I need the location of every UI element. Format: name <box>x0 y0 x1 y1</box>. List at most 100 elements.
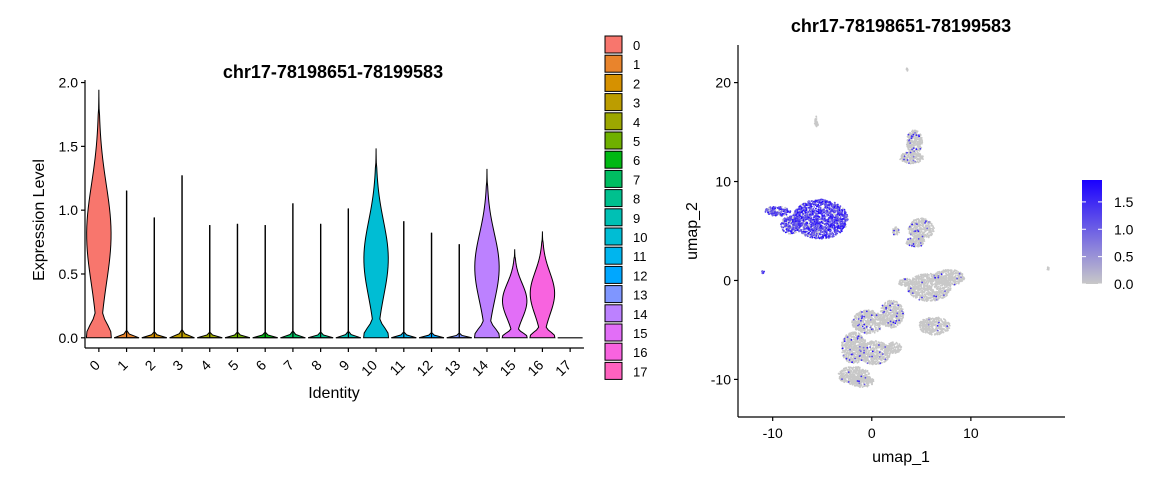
legend-label-14: 14 <box>633 307 647 322</box>
umap-cell-point <box>854 317 857 319</box>
umap-cell-point <box>913 129 916 132</box>
violin-x-tick-label: 4 <box>197 357 214 374</box>
umap-cell-point <box>908 232 911 235</box>
umap-cell-point <box>866 324 869 327</box>
umap-cell-point <box>889 301 892 304</box>
umap-cell-point <box>896 324 899 326</box>
umap-cell-point <box>937 282 939 285</box>
umap-cell-point <box>890 322 893 324</box>
umap-cell-point <box>932 230 935 233</box>
umap-cell-point <box>924 285 926 288</box>
umap-cell-point <box>931 280 933 283</box>
umap-cell-point <box>815 124 818 126</box>
umap-cell-point <box>928 231 930 234</box>
umap-cell-point <box>928 225 931 228</box>
umap-cell-point <box>930 234 933 237</box>
umap-cell-point <box>931 277 934 280</box>
umap-cell-point <box>917 136 920 139</box>
legend-label-9: 9 <box>633 211 640 226</box>
umap-cell-point <box>908 136 911 139</box>
violin-shapes <box>85 89 583 339</box>
umap-cell-point <box>915 137 918 139</box>
umap-cell-point <box>922 327 924 329</box>
umap-cell-point <box>939 282 941 285</box>
umap-cell-point <box>921 291 924 294</box>
legend-label-5: 5 <box>633 134 640 149</box>
umap-cell-point <box>841 351 844 354</box>
umap-cell-point <box>861 340 863 343</box>
umap-cell-point <box>924 234 927 236</box>
umap-cell-point <box>946 292 949 294</box>
umap-cell-point <box>918 287 920 289</box>
umap-cell-point <box>864 319 867 322</box>
umap-cell-point <box>907 151 910 154</box>
umap-cell-point <box>929 231 932 234</box>
umap-cell-point <box>962 276 965 279</box>
umap-cell-point <box>947 322 950 325</box>
umap-cell-point <box>958 276 961 279</box>
umap-cell-point <box>877 315 880 317</box>
umap-cell-point <box>852 340 855 343</box>
umap-cell-point <box>917 294 920 297</box>
umap-cell-point <box>929 228 931 231</box>
legend-swatch-1 <box>604 54 623 73</box>
violin-x-axis-label: Identity <box>308 385 360 402</box>
umap-cell-point <box>919 141 922 144</box>
umap-cell-point <box>904 153 906 155</box>
umap-cell-point <box>897 315 900 318</box>
umap-cell-point <box>858 352 861 355</box>
umap-cell-point <box>846 338 849 341</box>
umap-cell-point <box>914 149 917 152</box>
umap-cell-point <box>948 324 951 327</box>
umap-cell-point <box>917 140 919 143</box>
umap-cell-point <box>867 342 870 345</box>
umap-cell-point <box>909 149 912 151</box>
umap-cell-point <box>877 328 879 331</box>
umap-cell-point <box>961 280 964 282</box>
umap-cell-point <box>869 352 872 354</box>
umap-cell-point <box>911 131 914 134</box>
violin-x-tick-label: 7 <box>280 357 297 374</box>
umap-cell-point <box>815 116 818 118</box>
umap-cell-point <box>929 329 932 332</box>
umap-cell-point <box>904 160 907 163</box>
violin-x-tick-label: 6 <box>252 357 269 374</box>
umap-cell-point <box>860 342 862 345</box>
legend-label-2: 2 <box>633 76 640 91</box>
umap-cell-point <box>887 325 890 328</box>
umap-cell-point <box>910 153 913 156</box>
legend-swatch-7 <box>604 169 623 188</box>
umap-cell-point <box>872 318 875 320</box>
umap-cell-point <box>943 283 946 285</box>
umap-cell-point <box>899 158 901 161</box>
umap-cell-point <box>795 231 797 234</box>
umap-cell-point <box>858 326 861 328</box>
umap-cell-point <box>888 302 891 305</box>
umap-cell-point <box>944 324 947 327</box>
umap-cell-point <box>862 359 865 362</box>
umap-cell-point <box>921 293 924 296</box>
umap-cell-point <box>897 322 899 325</box>
umap-cell-point <box>913 285 916 287</box>
umap-cell-point <box>861 331 864 333</box>
umap-cell-point <box>923 324 926 327</box>
umap-cell-point <box>943 284 946 287</box>
umap-cell-point <box>932 226 935 229</box>
legend-label-10: 10 <box>633 230 647 245</box>
umap-cell-point <box>872 346 874 349</box>
umap-cell-point <box>919 231 921 234</box>
umap-cell-point <box>961 274 964 277</box>
umap-cell-point <box>908 231 911 233</box>
umap-cell-point <box>901 283 904 286</box>
violin-x-tick-label: 3 <box>169 357 186 374</box>
umap-cell-point <box>956 272 958 275</box>
umap-cell-point <box>912 220 915 223</box>
violin-plot-title: chr17-78198651-78199583 <box>223 62 443 82</box>
umap-cell-point <box>945 269 948 272</box>
violin-x-tick-label: 2 <box>142 357 159 374</box>
umap-cell-point <box>956 280 959 283</box>
umap-cell-point <box>923 331 925 334</box>
umap-cell-point <box>935 284 938 286</box>
umap-cell-point <box>851 359 854 361</box>
